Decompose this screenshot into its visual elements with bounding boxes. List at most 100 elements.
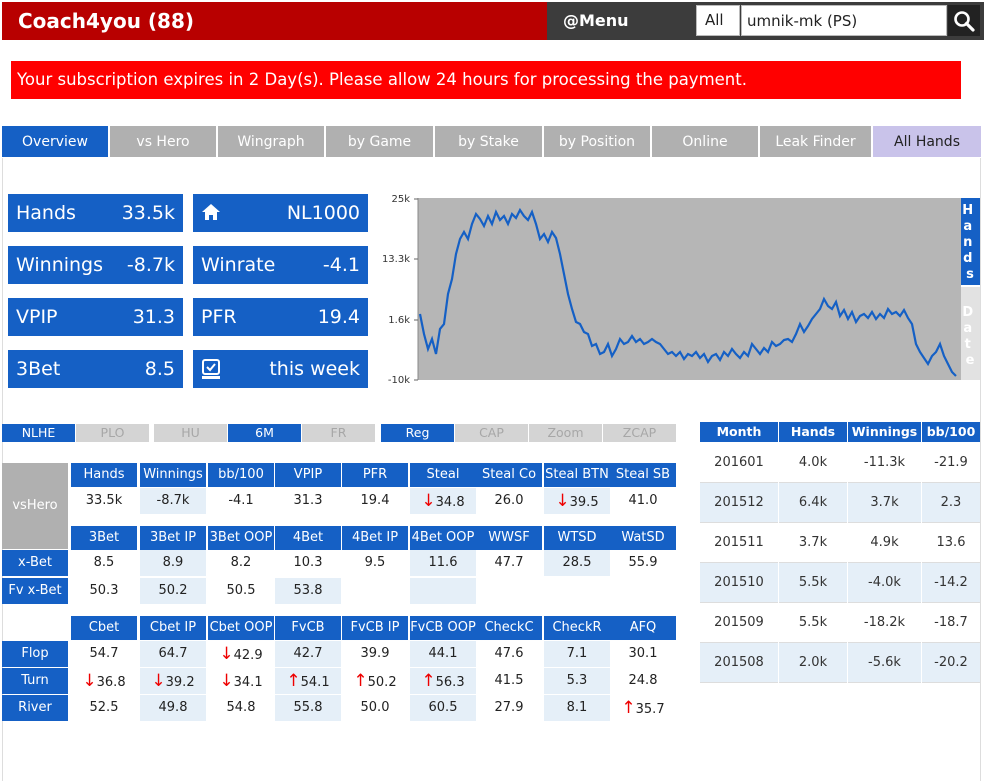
filter-6m[interactable]: 6M bbox=[228, 424, 301, 442]
stat-label: Hands bbox=[16, 202, 76, 224]
stat-value: 8.1 bbox=[566, 700, 588, 715]
calendar-check-icon bbox=[201, 358, 221, 380]
month-table-cell: -5.6k bbox=[848, 643, 921, 683]
stat-cell: ↓39.5 bbox=[544, 488, 610, 514]
stat-stake[interactable]: NL1000 bbox=[193, 194, 368, 232]
tab-all-hands[interactable]: All Hands bbox=[873, 124, 981, 157]
winnings-graph: 25k 13.3k 1.6k -10k H a n d s D a t e bbox=[382, 194, 980, 386]
stat-cell: -4.1 bbox=[208, 488, 274, 514]
month-table-header[interactable]: bb/100 bbox=[922, 422, 980, 442]
top-bar: Coach4you (88) @Menu All bbox=[0, 0, 984, 42]
month-table-cell: 5.5k bbox=[779, 563, 847, 603]
stat-winrate: Winrate -4.1 bbox=[193, 246, 368, 284]
stat-cell: 44.1 bbox=[410, 641, 476, 667]
filter-zcap[interactable]: ZCAP bbox=[603, 424, 676, 442]
month-table-header[interactable]: Hands bbox=[779, 422, 847, 442]
column-header: WTSD bbox=[544, 526, 610, 550]
column-header: 3Bet bbox=[71, 526, 137, 550]
stat-cell: 30.1 bbox=[610, 641, 676, 667]
arrow-down-icon: ↓ bbox=[82, 671, 97, 691]
filter-zoom[interactable]: Zoom bbox=[529, 424, 602, 442]
filter-fr[interactable]: FR bbox=[302, 424, 375, 442]
stat-cell: 41.0 bbox=[610, 488, 676, 514]
tab-online[interactable]: Online bbox=[652, 124, 760, 157]
toggle-char: H bbox=[962, 203, 973, 218]
stat-label: PFR bbox=[201, 306, 237, 328]
tab-wingraph[interactable]: Wingraph bbox=[218, 124, 326, 157]
column-header: Cbet OOP bbox=[208, 616, 274, 640]
menu-button[interactable]: @Menu bbox=[563, 11, 629, 30]
site-filter-select[interactable]: All bbox=[696, 5, 740, 36]
month-table-cell: 201508 bbox=[700, 643, 778, 683]
month-table-cell: -18.2k bbox=[848, 603, 921, 643]
stat-value: 56.3 bbox=[435, 675, 465, 690]
arrow-up-icon: ↑ bbox=[621, 698, 636, 718]
column-header: bb/100 bbox=[208, 463, 274, 487]
brand-title[interactable]: Coach4you (88) bbox=[2, 2, 547, 40]
column-header: WWSF bbox=[476, 526, 542, 550]
toggle-date[interactable] bbox=[961, 287, 980, 380]
month-table-cell: -11.3k bbox=[848, 443, 921, 483]
stat-pfr: PFR 19.4 bbox=[193, 298, 368, 336]
tab-by-position[interactable]: by Position bbox=[544, 124, 652, 157]
stat-value: 27.9 bbox=[494, 700, 524, 715]
month-table-header[interactable]: Winnings bbox=[848, 422, 921, 442]
month-table-cell: 4.9k bbox=[848, 523, 921, 563]
subscription-alert: Your subscription expires in 2 Day(s). P… bbox=[11, 61, 961, 99]
stat-cell: 50.3 bbox=[71, 578, 137, 604]
column-header: VPIP bbox=[275, 463, 341, 487]
arrow-down-icon: ↓ bbox=[151, 671, 166, 691]
stat-value: 31.3 bbox=[293, 493, 323, 508]
stat-cell: ↑56.3 bbox=[410, 668, 476, 694]
stat-cell: 50.5 bbox=[208, 578, 274, 604]
filter-hu[interactable]: HU bbox=[154, 424, 227, 442]
arrow-up-icon: ↑ bbox=[421, 671, 436, 691]
stat-value: -4.1 bbox=[322, 254, 360, 276]
tab-leak-finder[interactable]: Leak Finder bbox=[760, 124, 873, 157]
stat-value: 41.5 bbox=[494, 673, 524, 688]
stat-cell: 11.6 bbox=[410, 550, 476, 576]
filter-reg[interactable]: Reg bbox=[381, 424, 454, 442]
stat-cell: 19.4 bbox=[342, 488, 408, 514]
tab-by-game[interactable]: by Game bbox=[326, 124, 435, 157]
stat-value: 10.3 bbox=[293, 555, 323, 570]
stat-cell: ↓42.9 bbox=[208, 641, 274, 667]
month-table-cell: 6.4k bbox=[779, 483, 847, 523]
stat-period[interactable]: this week bbox=[193, 350, 368, 388]
search-button[interactable] bbox=[948, 5, 980, 36]
stat-cell: 24.8 bbox=[610, 668, 676, 694]
stat-value: 33.5k bbox=[121, 202, 175, 224]
player-search-input[interactable] bbox=[741, 5, 947, 36]
stat-value: 42.7 bbox=[293, 646, 323, 661]
stat-value: -8.7k bbox=[126, 254, 175, 276]
filter-nlhe[interactable]: NLHE bbox=[2, 424, 75, 442]
stat-value: 9.5 bbox=[364, 555, 386, 570]
stat-cell: 47.7 bbox=[476, 550, 542, 576]
stat-cell: 7.1 bbox=[544, 641, 610, 667]
stat-value: 47.6 bbox=[494, 646, 524, 661]
stat-value: 54.1 bbox=[300, 675, 330, 690]
column-header: FvCB IP bbox=[342, 616, 408, 640]
toggle-date-label: D a t e bbox=[962, 305, 977, 368]
tab-by-stake[interactable]: by Stake bbox=[435, 124, 544, 157]
stat-cell: 28.5 bbox=[544, 550, 610, 576]
stat-cell: ↓34.1 bbox=[208, 668, 274, 694]
month-table-header[interactable]: Month bbox=[700, 422, 778, 442]
stat-cell: 54.8 bbox=[208, 695, 274, 721]
toggle-char: s bbox=[966, 267, 974, 282]
y-tick-label: -10k bbox=[388, 375, 410, 386]
tab-vs-hero[interactable]: vs Hero bbox=[110, 124, 218, 157]
stat-value: 41.0 bbox=[628, 493, 658, 508]
stat-value: 5.3 bbox=[566, 673, 588, 688]
toggle-hands[interactable] bbox=[961, 198, 980, 285]
stat-value: 50.5 bbox=[226, 583, 256, 598]
filter-cap[interactable]: CAP bbox=[455, 424, 528, 442]
column-header: 3Bet IP bbox=[140, 526, 206, 550]
tab-overview[interactable]: Overview bbox=[2, 124, 110, 157]
month-table-cell: 201601 bbox=[700, 443, 778, 483]
column-header: Cbet IP bbox=[140, 616, 206, 640]
stat-cell: 64.7 bbox=[140, 641, 206, 667]
stat-cell: 50.0 bbox=[342, 695, 408, 721]
filter-plo[interactable]: PLO bbox=[76, 424, 149, 442]
month-table-cell: 201510 bbox=[700, 563, 778, 603]
